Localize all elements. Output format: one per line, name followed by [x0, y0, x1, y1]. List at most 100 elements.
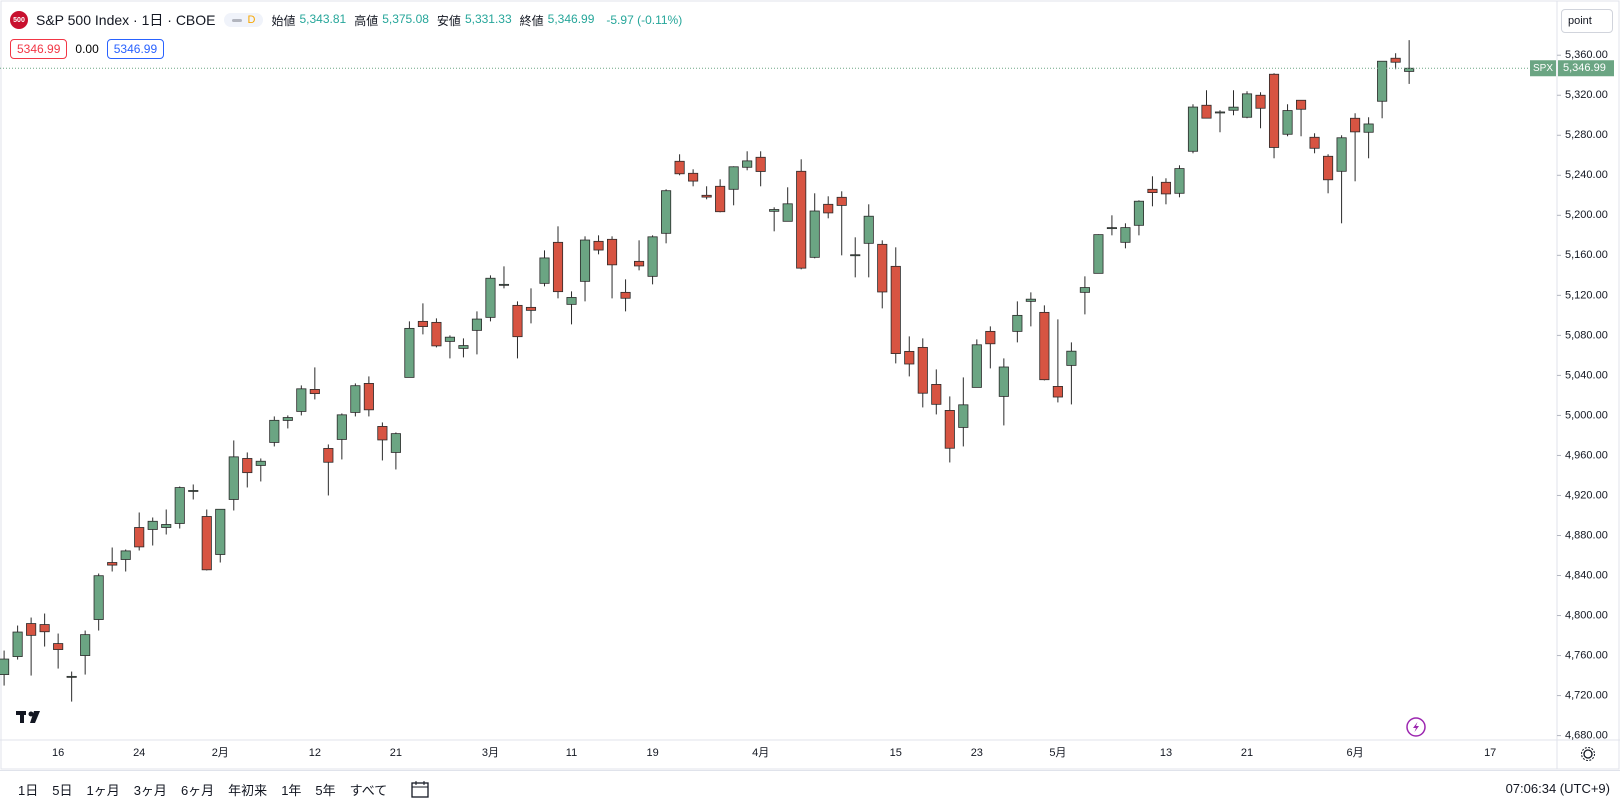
candle-body [1214, 111, 1226, 114]
candle-body [863, 215, 874, 244]
candle-body [1174, 168, 1185, 194]
candle-body [1160, 181, 1172, 195]
x-tick-label: 21 [1241, 747, 1253, 759]
candle-body [1093, 234, 1104, 274]
symbol-logo: 500 [10, 11, 28, 29]
symbol-title[interactable]: S&P 500 Index · 1日 · CBOE [36, 12, 216, 28]
candle-body [336, 414, 347, 440]
x-tick-label: 2月 [212, 747, 229, 759]
range-button[interactable]: 1年 [281, 783, 302, 798]
x-tick-label: 17 [1484, 747, 1496, 759]
x-tick-label: 6月 [1347, 747, 1364, 759]
y-tick-label: 5,000.00 [1565, 409, 1608, 421]
range-button[interactable]: すべて [349, 783, 388, 798]
candle-body [1228, 106, 1239, 111]
candle-body [728, 166, 739, 190]
candle-body [634, 260, 645, 267]
candle-body [53, 643, 64, 650]
candle-body [701, 194, 712, 198]
range-button[interactable]: 1日 [18, 783, 39, 798]
candle-body [350, 385, 361, 413]
ohlc-value: 5,346.99 [547, 11, 595, 26]
candle-body [958, 404, 969, 428]
candle-body [809, 210, 820, 258]
plot [0, 40, 1557, 702]
candle-body [147, 520, 158, 530]
range-button[interactable]: 年初来 [228, 783, 268, 798]
candle-body [566, 297, 577, 305]
y-tick-label: 5,240.00 [1565, 169, 1608, 181]
ohlc-values: 始値 5,343.81 高値 5,375.08 安値 5,331.33 終値 5,346.99 [271, 12, 598, 29]
y-tick-label: 4,680.00 [1565, 730, 1608, 742]
candle-body [674, 160, 685, 175]
candle-body [1012, 314, 1023, 332]
candle-body [1147, 188, 1158, 194]
candle-body [242, 458, 253, 474]
x-tick-label: 4月 [752, 747, 769, 759]
x-tick-label: 3月 [482, 747, 499, 759]
candle-body [1377, 60, 1388, 102]
y-tick-label: 4,760.00 [1565, 649, 1608, 661]
candle-body [661, 190, 672, 234]
ohlc-label: 始値 [271, 13, 296, 28]
candle-body [255, 460, 266, 466]
candle-body [944, 410, 955, 449]
candle-body [525, 306, 537, 311]
x-tick-label: 5月 [1049, 747, 1066, 759]
sell-price[interactable]: 5346.99 [10, 39, 68, 59]
buy-price[interactable]: 5346.99 [106, 39, 165, 59]
tv-logo [16, 711, 40, 723]
candle-body [1309, 136, 1320, 149]
flash-icon[interactable] [1406, 717, 1426, 737]
y-tick-label: 4,840.00 [1565, 569, 1608, 581]
candle-body [755, 156, 766, 172]
change: -5.97 (-0.11%) [606, 13, 683, 27]
settings-icon[interactable] [1581, 747, 1595, 761]
y-tick-label: 5,280.00 [1565, 129, 1608, 141]
range-button[interactable]: 5年 [315, 783, 336, 798]
y-tick-label: 4,880.00 [1565, 529, 1608, 541]
candle-body [620, 291, 631, 299]
candle-body [458, 345, 469, 349]
candle-body [161, 524, 172, 528]
candle-body [1390, 57, 1401, 63]
x-tick-label: 24 [133, 747, 145, 759]
x-tick-label: 13 [1160, 747, 1172, 759]
axis-unit[interactable]: point [1561, 9, 1613, 33]
range-button[interactable]: 5日 [52, 783, 73, 798]
candle-body [309, 389, 320, 395]
candle-body [188, 490, 199, 492]
candle-body [498, 283, 510, 286]
frame [0, 0, 1620, 770]
candle-body [174, 487, 185, 524]
candle-body [431, 321, 442, 347]
candle-body [904, 350, 915, 365]
candle-body [742, 160, 753, 168]
range-button[interactable]: 3ヶ月 [133, 783, 167, 798]
candle-body [823, 203, 834, 214]
clock: 07:06:34 (UTC+9) [1505, 781, 1610, 796]
range-button[interactable]: 6ヶ月 [180, 783, 215, 798]
candle-body [688, 172, 699, 182]
y-tick-label: 4,920.00 [1565, 489, 1608, 501]
candle-body [323, 448, 334, 463]
candle-body [93, 575, 104, 620]
range-buttons: 1日 5日 1ヶ月 3ヶ月 6ヶ月 年初来 1年 5年 すべて [18, 780, 387, 799]
candle-body [512, 304, 523, 338]
axes: 4,680.00 4,720.00 4,760.00 4,800.00 4,840.00… [52, 49, 1614, 759]
candle-body [931, 384, 942, 405]
ohlc-value: 5,375.08 [382, 11, 429, 26]
candle-body [269, 419, 280, 443]
calendar-icon[interactable] [409, 779, 431, 801]
x-tick-label: 15 [890, 747, 902, 759]
candle-body [796, 170, 807, 269]
x-tick-label: 19 [646, 747, 658, 759]
candle-body [66, 675, 77, 678]
interval-badge[interactable]: D [223, 13, 264, 27]
range-button[interactable]: 1ヶ月 [86, 783, 120, 798]
candle-body [998, 366, 1009, 397]
candle-body [0, 658, 10, 675]
candle-body [215, 508, 226, 555]
candle-body [593, 240, 604, 251]
